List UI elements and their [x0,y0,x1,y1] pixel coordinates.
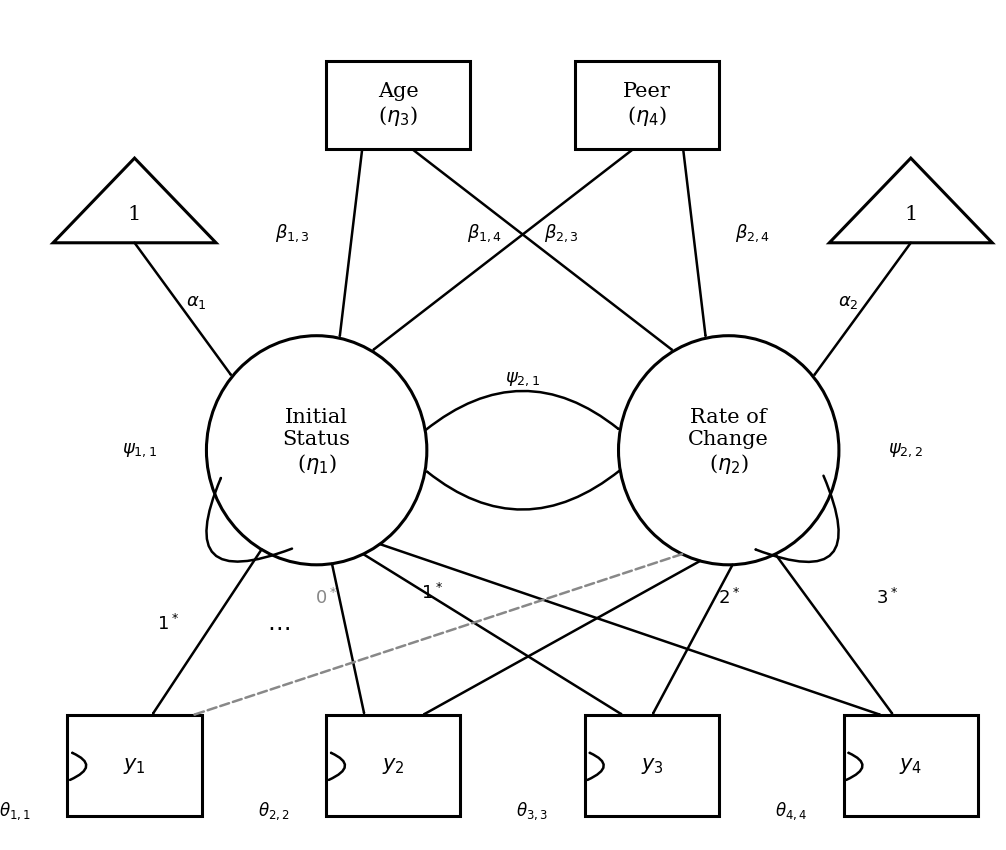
FancyArrowPatch shape [153,549,262,713]
Text: $\beta_{2,3}$: $\beta_{2,3}$ [543,223,578,244]
FancyArrowPatch shape [194,554,682,715]
Text: $\beta_{2,4}$: $\beta_{2,4}$ [735,223,771,244]
Bar [67,716,201,816]
Bar [575,61,719,150]
Text: $\psi_{1,1}$: $\psi_{1,1}$ [122,441,157,459]
Bar [844,716,978,816]
FancyArrowPatch shape [776,554,892,713]
FancyArrowPatch shape [329,753,345,780]
Bar [326,61,470,150]
Text: $\alpha_2$: $\alpha_2$ [838,292,859,311]
Text: $\cdots$: $\cdots$ [267,616,290,639]
Text: Initial
Status
($\eta_1$): Initial Status ($\eta_1$) [283,407,351,476]
Text: $\theta_{3,3}$: $\theta_{3,3}$ [516,801,548,822]
FancyArrowPatch shape [363,554,621,714]
FancyArrowPatch shape [206,478,292,562]
Polygon shape [53,158,216,243]
FancyArrowPatch shape [332,564,364,713]
Ellipse shape [206,336,427,564]
Bar [326,716,461,816]
FancyArrowPatch shape [588,753,604,780]
Text: 1: 1 [128,205,141,224]
FancyArrowPatch shape [340,150,362,336]
Text: $y_4$: $y_4$ [899,756,923,776]
Text: $\alpha_1$: $\alpha_1$ [186,292,207,311]
Text: Peer
($\eta_4$): Peer ($\eta_4$) [624,82,671,128]
FancyArrowPatch shape [815,243,910,375]
Text: $\psi_{2,2}$: $\psi_{2,2}$ [888,441,924,459]
Text: Rate of
Change
($\eta_2$): Rate of Change ($\eta_2$) [688,407,770,476]
Text: $2^*$: $2^*$ [717,587,739,608]
FancyArrowPatch shape [380,544,879,715]
Text: Age
($\eta_3$): Age ($\eta_3$) [377,82,418,128]
Text: 1: 1 [904,205,917,224]
Text: $\psi_{2,1}$: $\psi_{2,1}$ [505,370,540,388]
FancyArrowPatch shape [426,391,618,430]
Text: $\theta_{2,2}$: $\theta_{2,2}$ [258,801,290,822]
FancyArrowPatch shape [683,150,705,336]
Text: $\theta_{4,4}$: $\theta_{4,4}$ [775,801,807,822]
FancyArrowPatch shape [412,150,672,349]
FancyArrowPatch shape [846,753,862,780]
FancyArrowPatch shape [70,753,87,780]
Text: $0^*$: $0^*$ [315,587,337,608]
Text: $3^*$: $3^*$ [876,587,897,608]
Text: $1^*$: $1^*$ [421,583,443,604]
FancyArrowPatch shape [428,470,620,509]
Text: $1^*$: $1^*$ [157,614,179,634]
Bar [584,716,719,816]
FancyArrowPatch shape [135,243,230,375]
Text: $\beta_{1,4}$: $\beta_{1,4}$ [467,223,502,244]
Polygon shape [829,158,992,243]
Text: $y_3$: $y_3$ [641,756,664,776]
FancyArrowPatch shape [653,564,732,713]
Text: $\beta_{1,3}$: $\beta_{1,3}$ [276,223,310,244]
Text: $y_1$: $y_1$ [123,756,146,776]
Text: $y_2$: $y_2$ [382,756,404,776]
Text: $\theta_{1,1}$: $\theta_{1,1}$ [0,801,31,822]
FancyArrowPatch shape [425,561,700,714]
Ellipse shape [619,336,839,564]
FancyArrowPatch shape [756,476,839,562]
FancyArrowPatch shape [374,150,633,349]
